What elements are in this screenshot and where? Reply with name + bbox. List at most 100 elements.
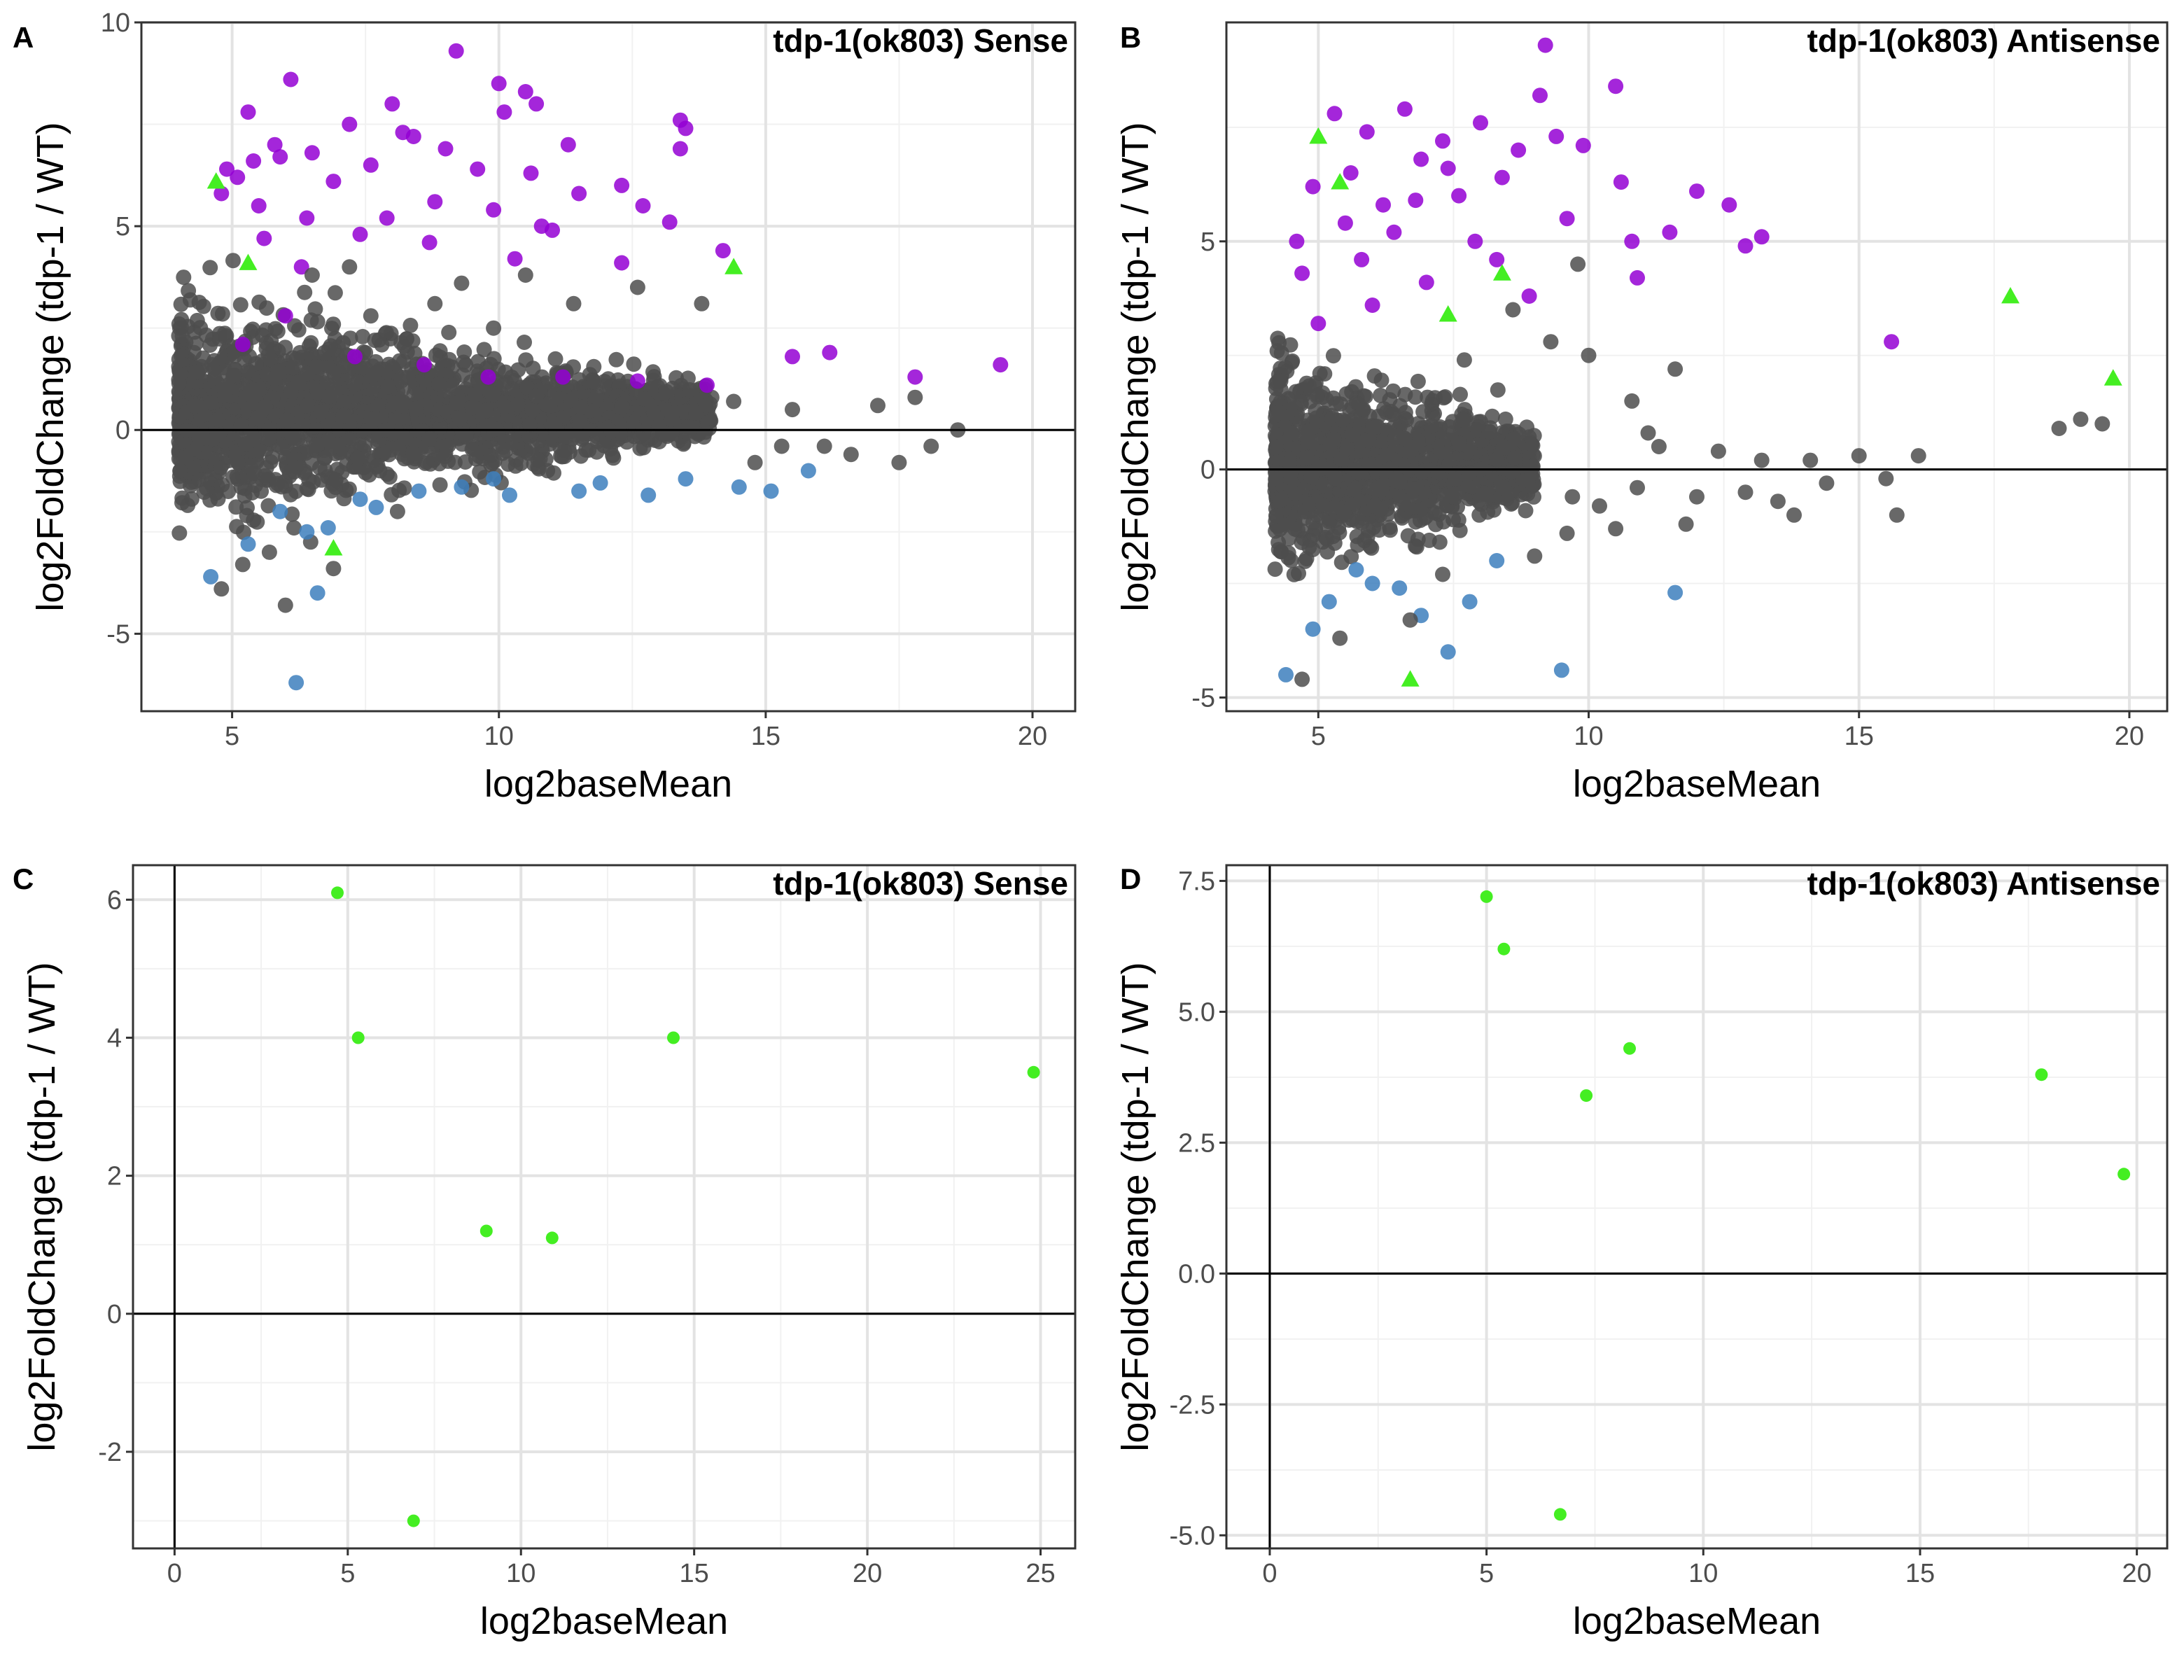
up-point <box>283 71 299 88</box>
up-point <box>230 169 246 186</box>
y-tick-label: -5 <box>106 620 130 649</box>
up-point <box>517 84 533 99</box>
x-tick-label: 5 <box>1479 1559 1494 1588</box>
up-point <box>1326 106 1343 122</box>
ns-point <box>1346 482 1362 498</box>
ns-point <box>482 356 498 372</box>
ns-point <box>451 412 468 428</box>
ns-extra-point <box>454 275 470 291</box>
up-point <box>1884 334 1900 350</box>
down-point <box>299 524 315 540</box>
highlight-point <box>667 1031 680 1044</box>
down-point <box>571 483 587 499</box>
ns-extra-point <box>1608 521 1624 537</box>
highlight-point <box>724 258 743 274</box>
up-point <box>635 198 651 214</box>
ns-point <box>1303 469 1320 485</box>
ns-point <box>1373 482 1390 498</box>
up-point <box>272 149 288 165</box>
ns-point <box>603 424 620 440</box>
ns-point <box>1308 402 1324 419</box>
ns-point <box>316 344 332 360</box>
highlight-point <box>479 1224 493 1238</box>
ns-point <box>341 481 357 497</box>
ns-point <box>172 525 188 541</box>
ns-point <box>286 520 302 536</box>
up-point <box>346 349 363 365</box>
ns-point <box>476 342 492 358</box>
ns-point <box>299 398 315 414</box>
x-tick-label: 0 <box>1262 1559 1277 1588</box>
ns-extra-point <box>1754 452 1770 468</box>
up-point <box>1537 37 1553 53</box>
ns-point <box>1461 465 1477 482</box>
ns-extra-point <box>629 279 645 295</box>
ns-point <box>363 411 379 427</box>
panel-c: 0 5 10 15 20 25 -2 0 2 4 6 log2baseMean log2FoldChan… <box>13 862 1077 1642</box>
ns-point <box>1520 472 1536 489</box>
down-point <box>309 585 326 601</box>
ns-extra-point <box>843 447 859 463</box>
panel-frame <box>1225 864 2169 1550</box>
ns-point <box>206 370 223 386</box>
ns-point <box>210 412 226 428</box>
ns-point <box>1268 471 1284 487</box>
down-point <box>800 463 816 479</box>
ns-point <box>298 365 314 382</box>
up-point <box>1435 133 1450 149</box>
ns-point <box>236 524 251 540</box>
x-tick-label: 0 <box>167 1559 182 1588</box>
ns-point <box>1373 387 1388 403</box>
x-axis-title: log2baseMean <box>484 763 732 805</box>
ns-point <box>432 477 448 493</box>
ns-point <box>261 430 276 447</box>
down-point <box>1553 662 1569 678</box>
up-point <box>1359 124 1375 140</box>
up-point <box>1305 178 1321 195</box>
ns-point <box>433 419 448 435</box>
y-axis-title: log2FoldChange (tdp-1 / WT) <box>1114 962 1156 1451</box>
ns-extra-point <box>1402 612 1418 628</box>
up-point <box>240 104 256 120</box>
highlight-point <box>1438 305 1457 322</box>
ns-cloud <box>171 253 720 550</box>
up-point <box>1310 316 1326 332</box>
ns-point <box>1447 471 1463 487</box>
ns-point <box>680 370 696 386</box>
ns-point <box>1525 438 1541 454</box>
ns-point <box>1325 348 1341 364</box>
ns-point <box>1299 450 1315 466</box>
ns-point <box>554 449 570 465</box>
ns-extra-point <box>1559 525 1575 541</box>
ns-point <box>608 351 624 368</box>
up-point <box>1613 174 1629 190</box>
ns-extra-point <box>1543 334 1559 350</box>
ns-point <box>658 384 674 400</box>
up-point <box>545 222 560 238</box>
ns-point <box>1481 424 1497 440</box>
ns-point <box>1421 532 1437 548</box>
up-point <box>379 210 395 226</box>
highlight-point <box>407 1514 420 1527</box>
ns-point <box>1408 514 1424 530</box>
ns-point <box>408 400 424 416</box>
ns-point <box>586 358 602 374</box>
ns-point <box>496 376 512 392</box>
ns-point <box>1400 528 1416 544</box>
ns-point <box>1270 535 1287 550</box>
ns-point <box>200 472 216 488</box>
ns-extra-point <box>1889 507 1905 523</box>
up-point <box>571 186 587 202</box>
panel-frame <box>140 21 1077 713</box>
up-point <box>1343 165 1359 181</box>
ns-point <box>174 328 190 344</box>
up-point <box>672 141 688 157</box>
ns-point <box>237 480 253 496</box>
series-ns-extra <box>214 259 966 613</box>
panel-letter: D <box>1120 862 1141 895</box>
y-tick-label: 0 <box>107 1300 122 1329</box>
y-tick-label: -2.5 <box>1170 1390 1215 1420</box>
ns-extra-point <box>1819 475 1835 491</box>
panel-title: tdp-1(ok803) Antisense <box>1807 865 2160 902</box>
ns-point <box>251 294 267 310</box>
